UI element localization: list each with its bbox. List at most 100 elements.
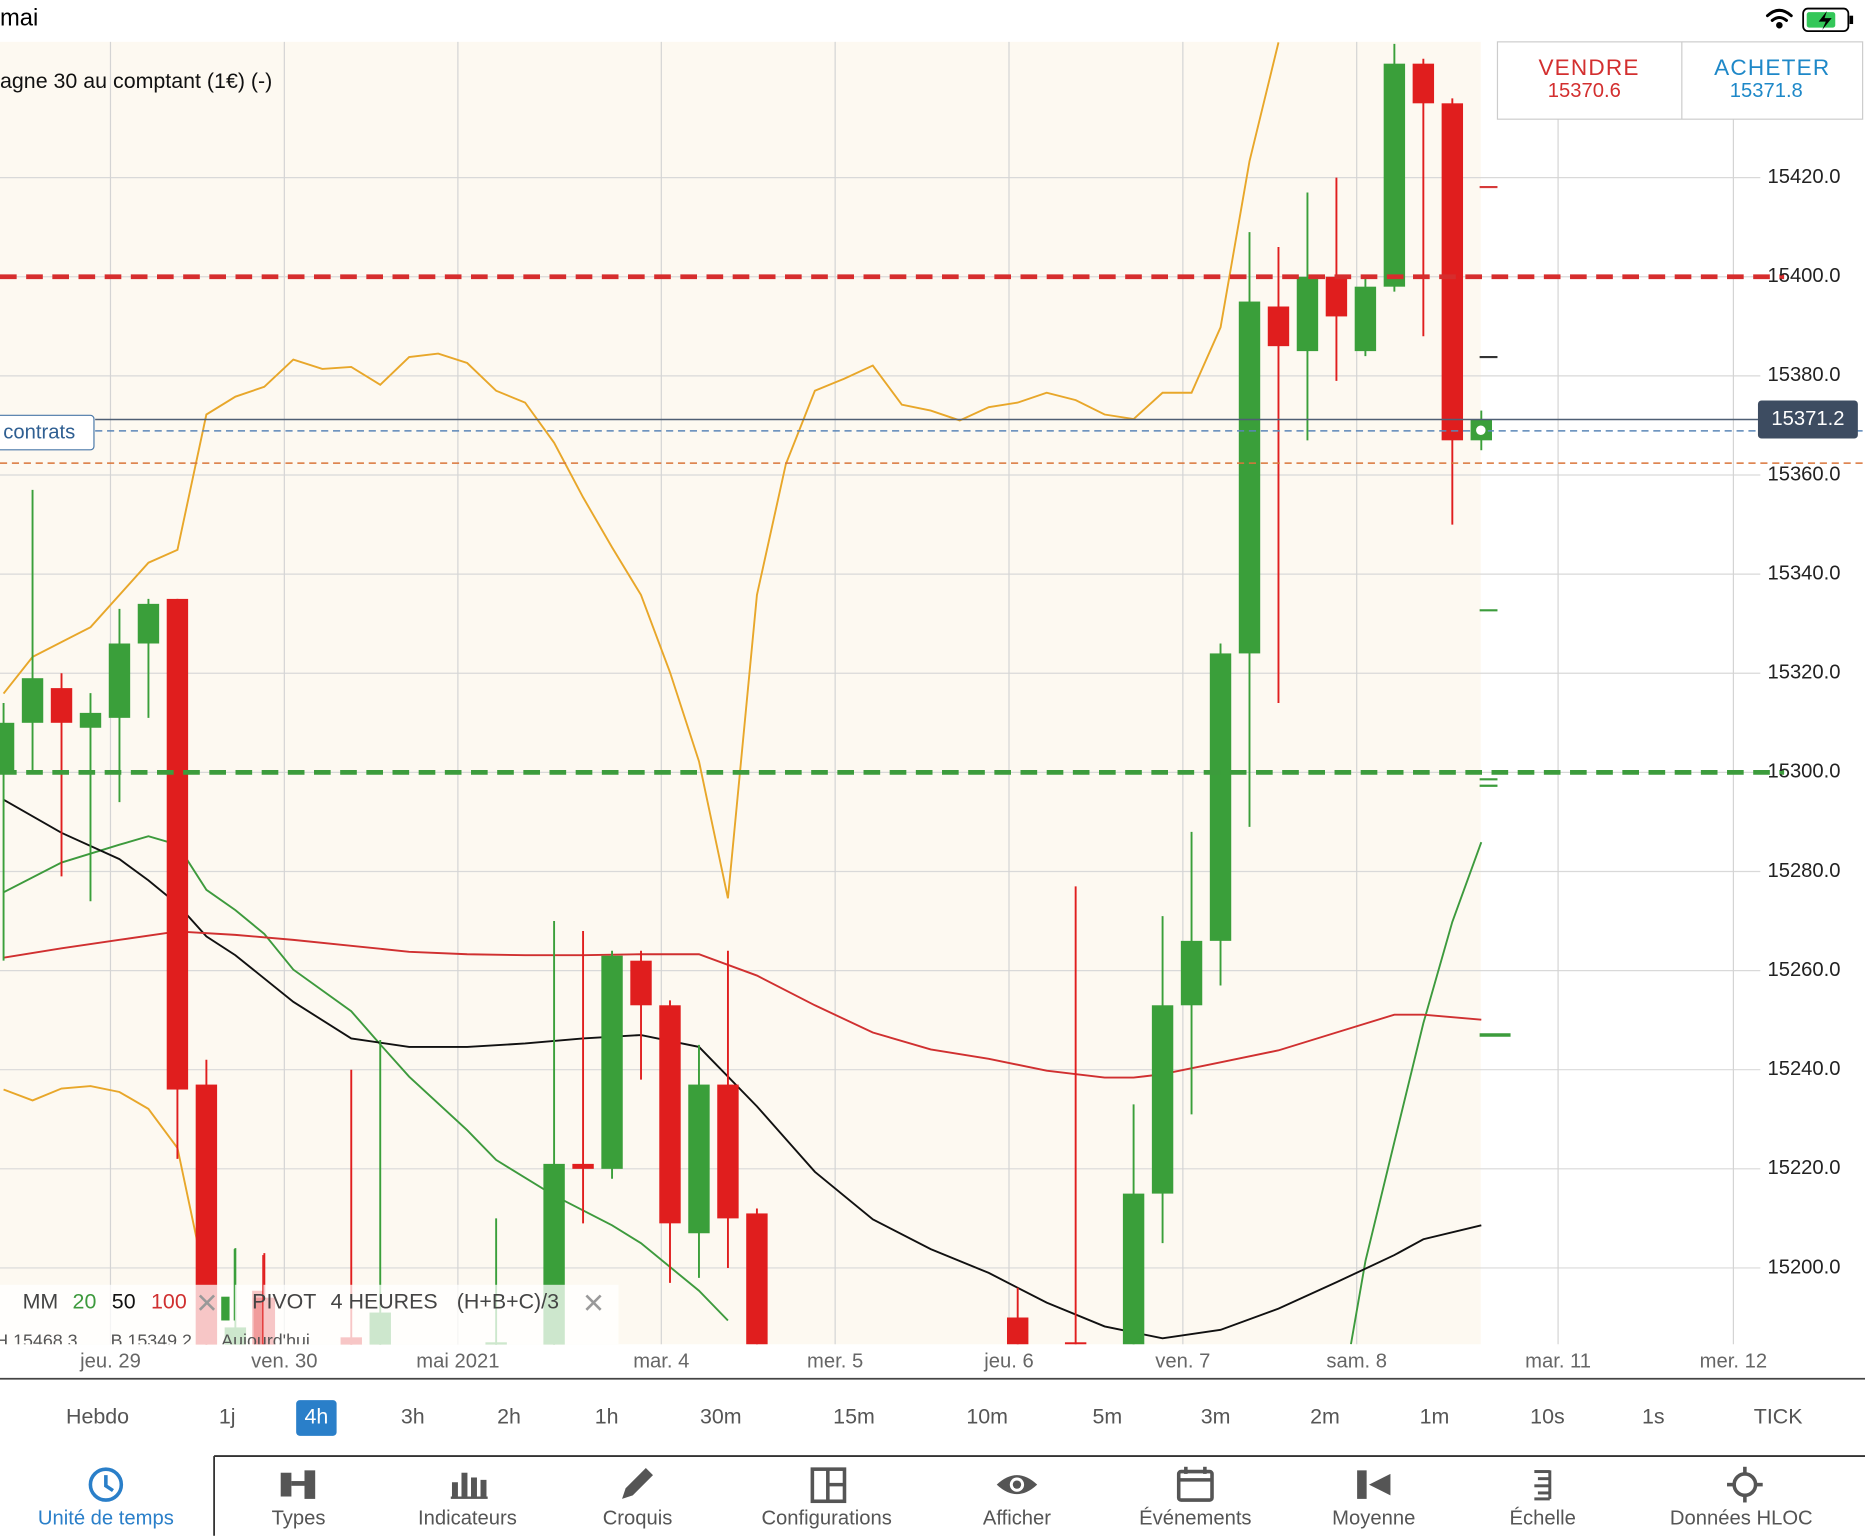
- pivot-icon: [221, 1249, 264, 1345]
- y-tick-label: 15200.0: [1767, 1256, 1840, 1278]
- y-tick-label: 15240.0: [1767, 1058, 1840, 1080]
- toolbar-button[interactable]: Données HLOC: [1670, 1507, 1813, 1529]
- toolbar-button[interactable]: Événements: [1139, 1506, 1251, 1529]
- remove-pivot-button[interactable]: [585, 1294, 602, 1311]
- timeframe-option[interactable]: 4h: [304, 1405, 328, 1429]
- candle-body: [1064, 1342, 1087, 1345]
- toolbar-button[interactable]: Échelle: [1510, 1506, 1576, 1529]
- toolbar-button[interactable]: Indicateurs: [418, 1507, 517, 1529]
- buy-price[interactable]: 15371.8: [1730, 80, 1803, 102]
- y-tick-label: 15260.0: [1767, 959, 1840, 981]
- timeframe-option[interactable]: TICK: [1754, 1405, 1803, 1429]
- x-tick-label: mer. 12: [1700, 1350, 1767, 1372]
- candle-body: [1296, 276, 1319, 352]
- candle-body: [1383, 63, 1406, 287]
- timeframe-option[interactable]: 5m: [1092, 1405, 1122, 1429]
- timeframe-option[interactable]: 1h: [595, 1405, 619, 1429]
- band-fill: [0, 41, 1481, 1345]
- x-tick-label: mer. 5: [807, 1350, 863, 1372]
- buy-label[interactable]: ACHETER: [1714, 55, 1830, 80]
- wifi-icon: [1765, 8, 1793, 29]
- candle-body: [1441, 103, 1464, 441]
- y-tick-label: 15400.0: [1767, 265, 1840, 287]
- candle-body: [166, 598, 189, 1090]
- toolbar-button[interactable]: Moyenne: [1332, 1507, 1415, 1529]
- y-tick-label: 15320.0: [1767, 662, 1840, 684]
- y-tick-label: 15380.0: [1767, 364, 1840, 386]
- pivot-today: Aujourd'hui: [221, 1331, 310, 1351]
- timeframe-option[interactable]: 1s: [1642, 1405, 1665, 1429]
- timeframe-option[interactable]: 2m: [1310, 1405, 1340, 1429]
- toolbar-icons: [88, 1466, 1763, 1504]
- legend-bg: [0, 1284, 619, 1345]
- timeframe-bar: Hebdo 1j 4h 3h 2h 1h 30m 15m 10m 5m 3m 2m 1m 10s 1s TIC…: [66, 1400, 1803, 1436]
- toolbar-button[interactable]: Afficher: [983, 1507, 1051, 1529]
- timeframe-option[interactable]: 3h: [401, 1405, 425, 1429]
- timeframe-selected[interactable]: [296, 1400, 337, 1436]
- y-tick-label: 15280.0: [1767, 860, 1840, 882]
- candle-body: [1180, 940, 1203, 1006]
- toolbar-button[interactable]: Croquis: [603, 1507, 673, 1529]
- timeframe-option[interactable]: 10m: [966, 1405, 1008, 1429]
- toolbar: Unité de temps Types Indicateurs Croquis Con…: [38, 1506, 1813, 1529]
- x-tick-label: jeu. 29: [79, 1350, 141, 1372]
- position-box[interactable]: [0, 414, 95, 451]
- candle-body: [746, 1213, 768, 1345]
- toolbar-button[interactable]: Configurations: [761, 1507, 891, 1529]
- candle-body: [1006, 1317, 1029, 1345]
- timeframe-option[interactable]: 10s: [1530, 1405, 1565, 1429]
- indicator-line: [3, 835, 1483, 1345]
- y-tick-label: 15300.0: [1767, 761, 1840, 783]
- candle-body: [1325, 276, 1348, 317]
- candle-body: [572, 1163, 594, 1169]
- toolbar-button[interactable]: Types: [272, 1507, 326, 1529]
- quote-frame: [1496, 41, 1864, 120]
- timeframe-option[interactable]: 3m: [1201, 1405, 1231, 1429]
- candle-body: [79, 712, 102, 728]
- candle-body: [108, 643, 131, 718]
- legend-entry: 50: [112, 1289, 136, 1313]
- indicator-line: [3, 930, 1482, 1079]
- overlay: 15371.2: [0, 186, 1865, 1037]
- position-label[interactable]: contrats: [3, 422, 75, 444]
- instrument-name: agne 30 au comptant (1€) (-): [0, 69, 272, 93]
- candle-body: [1209, 653, 1232, 941]
- timeframe-option[interactable]: 15m: [833, 1405, 875, 1429]
- sell-price[interactable]: 15370.6: [1548, 80, 1621, 102]
- timeframe-option[interactable]: 2h: [497, 1405, 521, 1429]
- pivot-high: H 15468.3: [0, 1331, 78, 1351]
- timeframe-option[interactable]: 1j: [219, 1405, 236, 1429]
- toolbar-button[interactable]: Unité de temps: [38, 1507, 174, 1529]
- timeframe-option[interactable]: 30m: [700, 1405, 742, 1429]
- candle-body: [137, 603, 160, 644]
- x-tick-label: sam. 8: [1326, 1350, 1387, 1372]
- last-price-tag: [1757, 400, 1858, 439]
- sell-button[interactable]: VENDRE 15370.6: [1538, 55, 1639, 102]
- candle-body: [1354, 286, 1377, 352]
- y-tick-label: 15360.0: [1767, 463, 1840, 485]
- indicator-line: [2, 42, 1280, 899]
- x-tick-label: mai 2021: [416, 1350, 499, 1372]
- last-price-dot: [1473, 423, 1488, 438]
- pivot-label: PIVOT: [252, 1289, 316, 1313]
- candle-body: [1122, 1193, 1145, 1345]
- candle-body: [195, 1084, 218, 1345]
- candle-body: [1238, 301, 1261, 654]
- candle-body: [659, 1005, 681, 1224]
- x-tick-label: mar. 4: [633, 1350, 689, 1372]
- buy-button[interactable]: ACHETER 15371.8: [1714, 55, 1830, 102]
- timeframe-option[interactable]: Hebdo: [66, 1405, 129, 1429]
- candle-body: [50, 688, 73, 723]
- candle-body: [0, 722, 15, 773]
- x-tick-label: jeu. 6: [983, 1350, 1033, 1372]
- candle-body: [688, 1084, 710, 1234]
- candle-body: [1267, 306, 1290, 347]
- y-tick-label: 15420.0: [1767, 166, 1840, 188]
- sell-label[interactable]: VENDRE: [1538, 55, 1639, 80]
- y-tick-label: 15220.0: [1767, 1157, 1840, 1179]
- timeframe-option[interactable]: 1m: [1420, 1405, 1450, 1429]
- status-title: mai: [0, 5, 38, 32]
- remove-ma-button[interactable]: [198, 1294, 216, 1311]
